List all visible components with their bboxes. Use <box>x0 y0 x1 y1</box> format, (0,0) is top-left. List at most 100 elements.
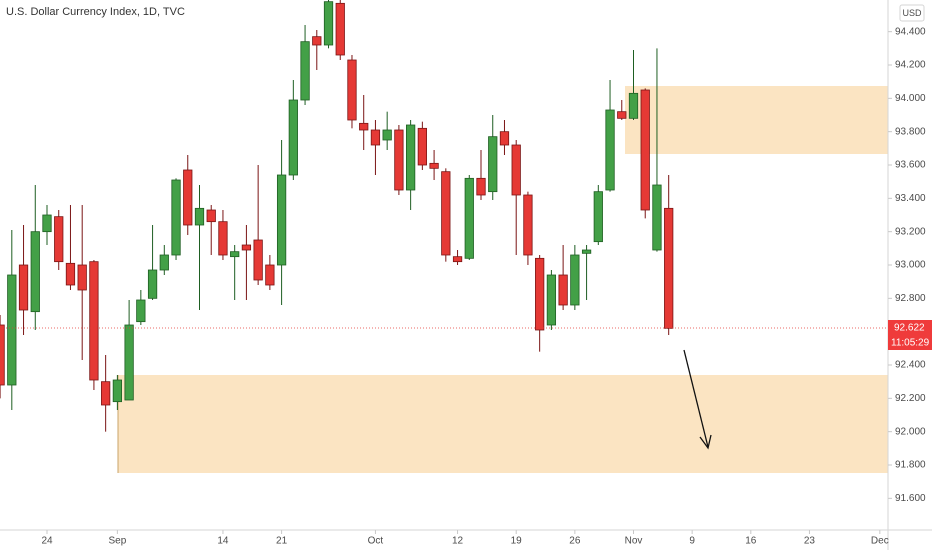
y-tick-label: 94.000 <box>895 93 926 104</box>
y-tick-label: 91.600 <box>895 493 926 504</box>
candle-body <box>206 209 216 223</box>
candle-body <box>499 131 510 146</box>
x-tick-label: 23 <box>804 536 816 547</box>
x-tick-label: Dec <box>871 536 889 547</box>
candle-body <box>112 379 123 403</box>
y-tick-label: 92.200 <box>895 393 926 404</box>
price-axis: 91.60091.80092.00092.20092.40092.60092.8… <box>888 26 926 504</box>
candle-body <box>370 129 381 146</box>
candle-body <box>101 381 111 406</box>
forecast-arrow <box>683 349 712 450</box>
y-tick-label: 94.200 <box>895 60 926 71</box>
x-tick-label: 21 <box>276 536 288 547</box>
candle-body <box>288 99 298 176</box>
y-tick-label: 92.400 <box>895 360 926 371</box>
candle-body <box>628 92 639 119</box>
candle-body <box>171 179 181 256</box>
candle-body <box>241 244 252 251</box>
candle-body <box>558 274 568 306</box>
candle-body <box>617 111 627 119</box>
candle-body <box>18 264 29 311</box>
candle-body <box>218 221 228 256</box>
time-axis: 24 Sep 14 21 Oct 12 19 26 Nov 9 16 23 Dec <box>41 530 889 547</box>
y-tick-label: 93.000 <box>895 260 926 271</box>
y-tick-label: 93.200 <box>895 226 926 237</box>
resistance-zone <box>625 86 888 154</box>
y-tick-label: 93.800 <box>895 126 926 137</box>
candle-body <box>429 162 439 169</box>
candle-body <box>394 129 404 191</box>
x-tick-label: 24 <box>41 536 53 547</box>
y-tick-label: 93.400 <box>895 193 926 204</box>
x-tick-label: 9 <box>689 536 695 547</box>
candle-body <box>312 36 322 46</box>
candle-body <box>535 257 545 331</box>
candle-body <box>323 1 334 46</box>
candle-body <box>265 264 275 286</box>
y-tick-label: 93.600 <box>895 160 926 171</box>
x-tick-label: Sep <box>108 536 126 547</box>
candle-body <box>147 269 158 299</box>
x-tick-label: 19 <box>511 536 523 547</box>
candle-body <box>511 144 521 196</box>
candle-body <box>441 171 451 256</box>
candle-body <box>382 129 392 141</box>
countdown-label: 11:05:29 <box>891 338 930 349</box>
candle-body <box>593 191 603 243</box>
candle-body <box>652 184 662 251</box>
currency-button[interactable] <box>899 4 925 22</box>
candle-body <box>300 41 310 101</box>
candle-body <box>640 89 650 211</box>
x-tick-label: Nov <box>625 536 643 547</box>
candle-body <box>230 251 240 258</box>
countdown-badge <box>888 336 932 350</box>
candle-body <box>546 274 557 326</box>
candle-body <box>30 231 40 313</box>
candle-body <box>452 256 463 263</box>
candle-body <box>253 239 263 281</box>
support-zone <box>118 375 888 473</box>
candle-body <box>335 2 345 56</box>
x-tick-label: 14 <box>217 536 229 547</box>
y-tick-label: 94.400 <box>895 26 926 37</box>
candle-body <box>417 127 427 166</box>
candle-body <box>136 299 146 323</box>
y-tick-label: 92.000 <box>895 426 926 437</box>
candles <box>0 0 674 432</box>
candle-body <box>664 207 674 329</box>
candle-body <box>523 194 533 256</box>
candle-body <box>406 124 416 191</box>
candle-body <box>476 177 486 196</box>
candle-body <box>124 324 134 401</box>
candle-body <box>488 136 498 193</box>
candle-body <box>605 109 615 191</box>
candle-body <box>359 122 369 131</box>
x-tick-label: 16 <box>745 536 757 547</box>
candle-body <box>581 249 592 254</box>
candle-body <box>77 264 87 291</box>
candle-body <box>347 59 357 121</box>
candle-body <box>89 261 99 381</box>
x-tick-label: 12 <box>452 536 464 547</box>
candle-body <box>570 254 580 306</box>
candle-body <box>54 216 64 263</box>
y-tick-label: 92.800 <box>895 293 926 304</box>
candle-body <box>194 207 205 226</box>
candle-body <box>183 169 193 226</box>
candle-body <box>0 324 5 386</box>
candle-body <box>276 174 287 266</box>
candle-body <box>464 177 474 259</box>
last-price-badge <box>888 320 932 336</box>
x-tick-label: 26 <box>569 536 581 547</box>
chart-title: U.S. Dollar Currency Index, 1D, TVC <box>6 6 185 18</box>
currency-label: USD <box>902 8 922 18</box>
y-tick-label: 91.800 <box>895 460 926 471</box>
candle-body <box>65 262 76 286</box>
candle-body <box>159 254 169 271</box>
candle-body <box>7 274 17 386</box>
last-price-label: 92.622 <box>894 323 925 334</box>
candle-body <box>42 214 52 233</box>
x-tick-label: Oct <box>368 536 384 547</box>
